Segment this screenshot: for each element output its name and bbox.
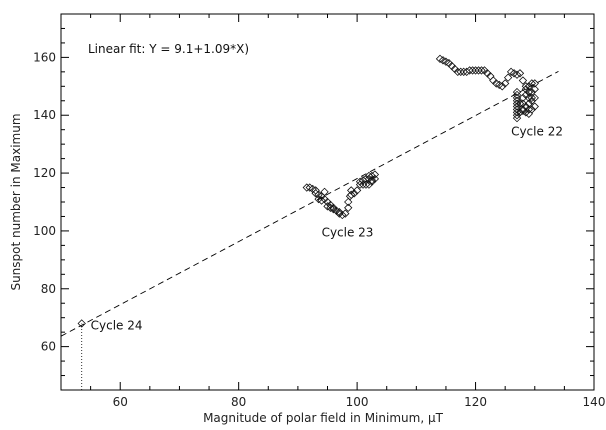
- y-tick-label: 100: [33, 224, 56, 238]
- data-point-cycle-22: [530, 79, 539, 88]
- data-point-cycle-22: [453, 67, 462, 77]
- data-point-cycle-22: [524, 105, 534, 114]
- data-point-cycle-22: [515, 69, 525, 78]
- data-points: [77, 54, 539, 328]
- data-point-cycle-22: [527, 87, 536, 97]
- annotation-cycle-label: Cycle 23: [322, 226, 374, 240]
- data-point-cycle-22: [515, 99, 525, 108]
- data-point-cycle-23: [344, 197, 353, 207]
- axis-labels: 60 80 100 120 140 60 80 100 120 140 160 Cycle 22 Cyc…: [33, 50, 605, 409]
- data-point-cycle-23: [335, 207, 344, 217]
- x-tick-label: 120: [464, 395, 487, 409]
- data-point-cycle-22: [512, 99, 522, 108]
- data-point-cycle-23: [370, 170, 380, 179]
- fit-line-layer: [60, 70, 559, 390]
- data-point-cycle-22: [524, 93, 534, 103]
- x-tick-label: 60: [113, 395, 128, 409]
- data-point-cycle-22: [521, 90, 531, 100]
- y-tick-label: 60: [41, 340, 56, 354]
- data-point-cycle-22: [477, 66, 486, 75]
- data-point-cycle-23: [317, 196, 326, 205]
- annotation-cycle-label: Cycle 24: [91, 318, 143, 332]
- data-point-cycle-22: [456, 67, 465, 77]
- data-point-cycle-22: [527, 105, 536, 114]
- linear-fit-line: [60, 70, 559, 337]
- data-point-cycle-22: [512, 90, 522, 100]
- data-point-cycle-22: [474, 66, 483, 75]
- data-point-cycle-23: [367, 177, 377, 186]
- data-point-cycle-23: [302, 183, 311, 192]
- data-point-cycle-23: [367, 176, 377, 185]
- x-tick-label: 80: [231, 395, 246, 409]
- plot-frame: [60, 13, 595, 391]
- data-point-cycle-22: [468, 66, 477, 75]
- data-point-cycle-22: [512, 113, 522, 123]
- data-point-cycle-22: [530, 93, 539, 103]
- data-point-cycle-22: [518, 76, 528, 85]
- data-point-cycle-23: [361, 180, 371, 189]
- data-point-cycle-22: [512, 93, 522, 103]
- data-point-cycle-23: [347, 190, 356, 199]
- data-point-cycle-22: [498, 82, 507, 91]
- y-tick-label: 80: [41, 282, 56, 296]
- data-point-cycle-22: [512, 102, 522, 111]
- annotation-cycle-label: Cycle 22: [511, 124, 563, 138]
- data-point-cycle-22: [512, 87, 522, 97]
- axis-ticks: [60, 13, 595, 391]
- plot-area: [60, 13, 595, 391]
- data-point-cycle-22: [524, 99, 534, 108]
- x-tick-label: 100: [346, 395, 369, 409]
- x-tick-label: 140: [583, 395, 606, 409]
- data-point-cycle-22: [518, 99, 528, 108]
- data-point-cycle-22: [521, 85, 531, 94]
- data-point-cycle-22: [518, 93, 528, 103]
- data-point-cycle-22: [465, 66, 474, 75]
- y-tick-label: 160: [33, 50, 56, 64]
- data-point-cycle-22: [501, 79, 510, 88]
- x-axis-title: Magnitude of polar field in Minimum, μT: [203, 411, 444, 425]
- data-point-cycle-22: [512, 70, 522, 79]
- data-point-cycle-23: [338, 210, 347, 220]
- data-point-cycle-24: [77, 319, 86, 328]
- y-tick-label: 120: [33, 166, 56, 180]
- data-point-cycle-22: [503, 73, 513, 82]
- y-tick-label: 140: [33, 108, 56, 122]
- data-point-cycle-22: [527, 79, 536, 88]
- y-axis-title: Sunspot number in Maximum: [9, 113, 23, 290]
- data-point-cycle-23: [358, 180, 368, 189]
- data-point-cycle-23: [323, 202, 332, 211]
- data-point-cycle-22: [471, 66, 480, 75]
- data-point-cycle-23: [329, 203, 338, 212]
- data-point-cycle-23: [311, 186, 320, 195]
- data-point-cycle-23: [344, 203, 353, 212]
- data-point-cycle-22: [515, 108, 525, 117]
- data-point-cycle-23: [361, 174, 371, 184]
- data-point-cycle-23: [352, 186, 362, 195]
- data-point-cycle-22: [521, 82, 531, 91]
- data-point-cycle-22: [527, 93, 536, 103]
- fit-equation-label: Linear fit: Y = 9.1+1.09*X): [88, 42, 249, 56]
- data-point-cycle-22: [512, 111, 522, 120]
